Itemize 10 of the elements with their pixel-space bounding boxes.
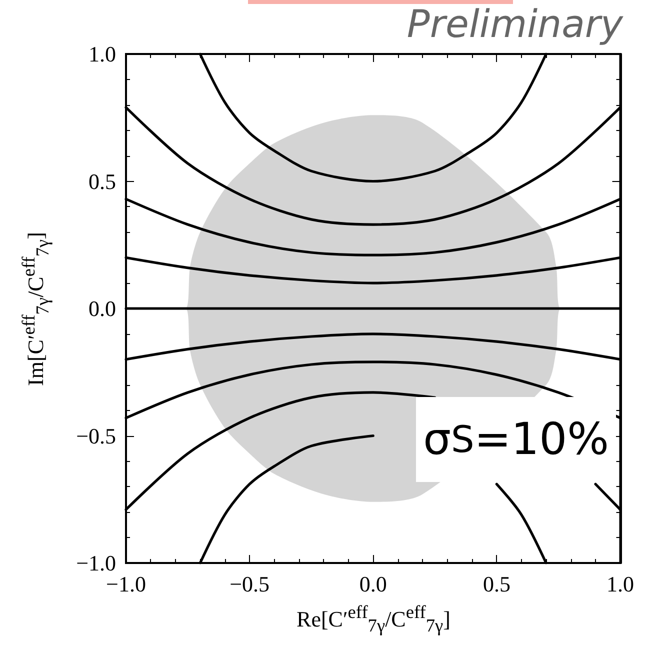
text: Preliminary bbox=[406, 2, 623, 46]
x-axis-title: Re[C′$^{eff}$$_{7γ}$/C$^{eff}$$_{7γ}$] bbox=[296, 602, 452, 637]
y-tick-label: 0.5 bbox=[88, 168, 116, 194]
x-tick-label: −0.5 bbox=[230, 572, 270, 596]
y-tick-label: 0.0 bbox=[88, 296, 116, 321]
x-tick-label: 0.0 bbox=[359, 572, 387, 596]
y-tick-label: −0.5 bbox=[76, 423, 116, 448]
x-tick-label: 1.0 bbox=[606, 572, 634, 596]
x-tick-label: 0.5 bbox=[482, 572, 510, 596]
y-tick-label: 1.0 bbox=[88, 42, 116, 66]
